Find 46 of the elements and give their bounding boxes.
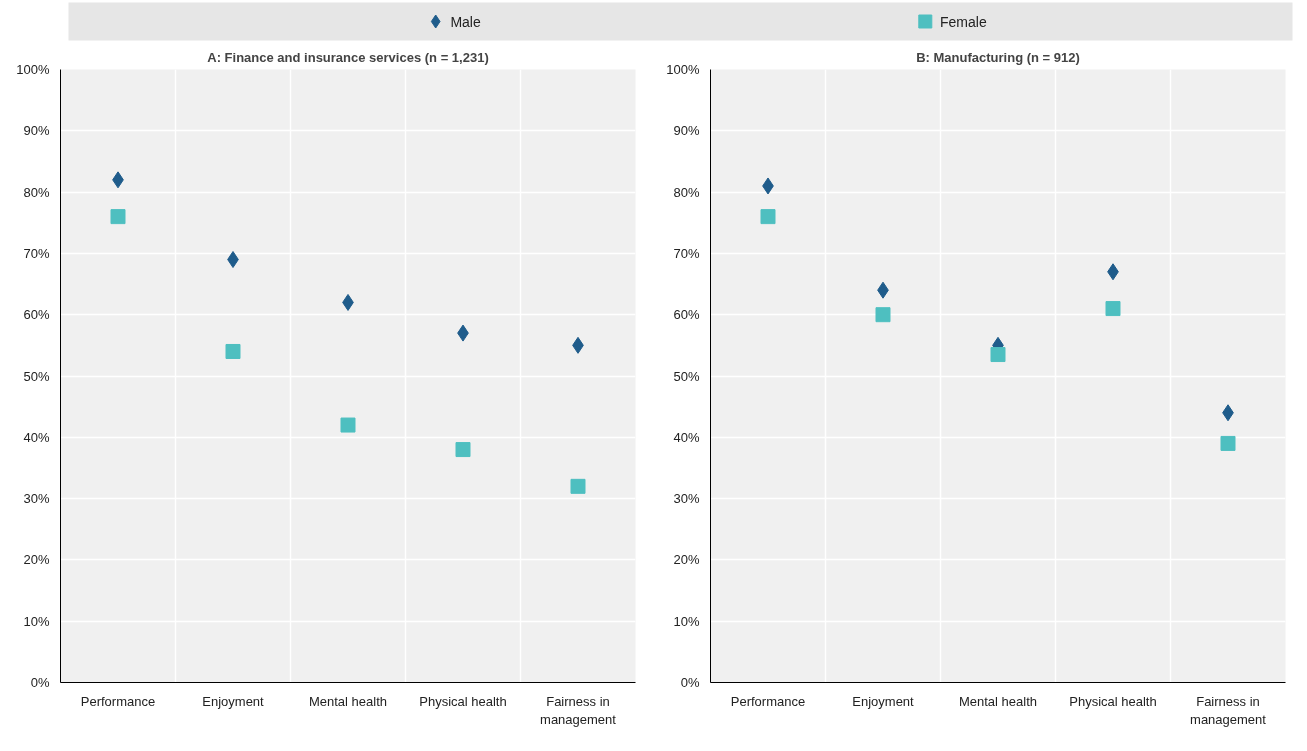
y-tick-label: 90% [673,123,700,139]
point [110,209,126,225]
y-tick-label: 50% [673,368,700,384]
y-tick-label: 50% [23,368,50,384]
x-tick-label: Mental health [958,693,1038,709]
chart-title: A: Finance and insurance services (n = 1,231) [207,49,489,65]
y-tick-label: 70% [23,245,50,261]
y-tick-label: 20% [673,552,700,568]
point [1220,435,1236,451]
point [875,307,891,323]
y-tick-label: 80% [673,184,700,200]
y-tick-label: 0% [30,675,50,690]
y-tick-label: 80% [23,184,50,200]
point [225,343,241,359]
y-tick-label: 60% [23,307,50,323]
y-tick-label: 60% [673,307,700,323]
y-tick-label: 0% [680,675,700,690]
y-tick-label: 40% [23,429,50,445]
point [1105,301,1121,317]
x-tick-label: Enjoyment [202,693,265,709]
y-tick-label: 20% [23,552,50,568]
y-tick-label: 90% [23,123,50,139]
y-tick-label: 30% [23,491,50,507]
chart-title: B: Manufacturing (n = 912) [916,49,1080,65]
point [455,442,471,458]
y-tick-label: 70% [673,245,700,261]
y-tick-label: 30% [673,491,700,507]
x-tick-label: Mental health [308,693,388,709]
x-tick-label: Physical health [1069,693,1157,709]
x-tick-label: Performance [730,693,806,709]
legend-label: Male [450,13,481,30]
x-tick-label: Fairness in management [540,693,617,727]
x-tick-label: Physical health [419,693,507,709]
y-tick-label: 40% [673,429,700,445]
y-tick-label: 10% [23,613,50,629]
y-tick-label: 10% [673,613,700,629]
x-tick-label: Fairness in management [1190,693,1267,727]
x-tick-label: Performance [80,693,156,709]
point [340,417,356,433]
legend-label: Female [939,13,987,30]
y-tick-label: 100% [666,62,700,77]
point [990,347,1006,363]
point [570,478,586,494]
x-tick-label: Enjoyment [852,693,915,709]
point [760,209,776,225]
y-tick-label: 100% [16,62,50,77]
